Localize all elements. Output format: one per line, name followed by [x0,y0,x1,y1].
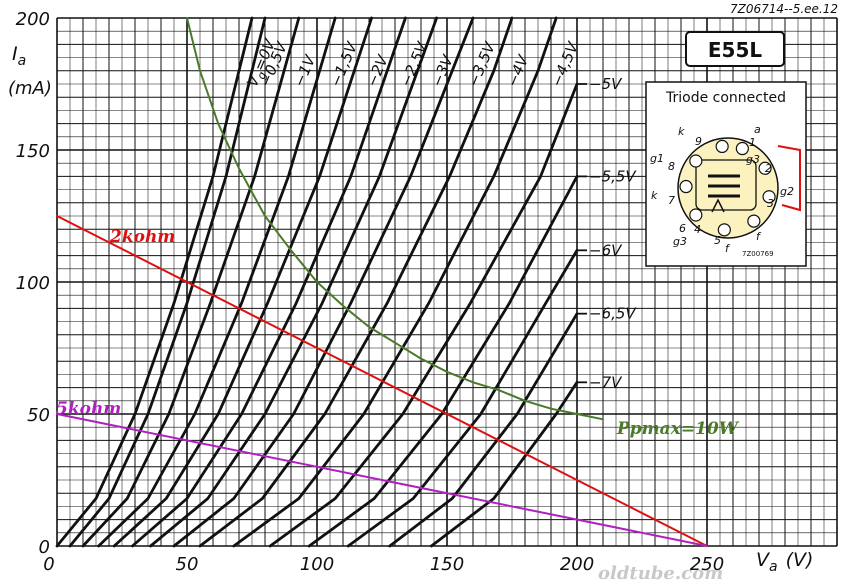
y-axis-label-symbol: I [12,43,18,65]
pin-label: 5 [714,234,721,247]
connection-label: Triode connected [665,90,786,106]
tube-electrodes-icon [708,174,740,198]
grid-voltage-label: −7V [589,373,623,391]
grid-voltage-label: −3,5V [464,38,499,90]
grid-voltage-curve [232,16,558,548]
pin-label: 9 [695,135,702,148]
pin-label: 2 [765,162,772,175]
pin-label: k [678,125,685,138]
tube-name-box: E55L [685,31,785,67]
grid-voltage-curve [198,16,514,548]
x-tick-label: 50 [176,554,199,575]
pin-circle [758,161,772,175]
chart-code: 7Z06714--5.ee.12 [730,2,838,16]
grid-voltage-curve [97,16,337,548]
pin-label: f [756,230,762,243]
pin-label: g3 [673,235,687,248]
grid-voltage-curve [430,380,579,548]
pin-circle [762,190,776,204]
grid-voltage-curve [131,16,407,548]
pin-label: f [725,242,731,255]
pin-label: a [754,123,761,136]
x-tick-label: 200 [560,554,594,575]
pin-circles [679,139,776,237]
grid-voltage-curve [388,312,579,548]
grid-voltage-curve [112,16,373,548]
y-axis-label: Ia (mA) [8,43,52,99]
grid-voltage-label: −6V [589,241,623,259]
y-tick-label: 0 [39,537,50,558]
grid-voltage-curve [55,16,254,548]
x-axis-label-symbol: V [756,549,771,571]
pin-label: g3 [746,153,760,166]
pin-label: 8 [668,160,675,173]
load-line-label-2kohm: 2kohm [109,227,175,247]
pin-label: 1 [749,136,756,149]
pin-circle [689,208,703,222]
vg-subscript: g [254,70,269,82]
grid-voltage-curve [68,16,267,548]
pin-label: g1 [650,152,664,165]
svg-text:Ia: Ia [12,43,26,69]
load-line [56,413,708,547]
x-axis-unit: (V) [786,549,814,571]
x-axis-label: Va (V) [756,549,813,575]
pin-circle [717,223,731,237]
pin-label: 3 [767,197,774,210]
grid-voltage-curve [346,248,579,548]
load-line-label-5kohm: 5kohm [56,399,121,419]
y-tick-label: 100 [16,273,50,294]
x-axis-label-subscript: a [769,559,778,575]
pin-label: 7 [668,194,675,207]
pin-label: 6 [679,222,686,235]
y-tick-label: 50 [27,405,50,426]
x-tick-label: 0 [43,554,54,575]
load-line [56,215,708,547]
pin-circle [735,141,749,156]
y-axis-unit: (mA) [8,78,52,99]
x-tick-label: 250 [690,554,724,575]
grid-voltage-curve [172,16,475,548]
x-tick-label: 100 [300,554,334,575]
y-tick-label: 200 [16,9,50,30]
tube-cathode-icon [711,198,725,213]
grid-voltage-curve [81,16,301,548]
x-tick-label: 150 [430,554,464,575]
pin-circle [689,154,703,168]
grid-voltage-curve [307,175,579,548]
chart-axes: 0 50 100 150 200 250 0 50 100 150 200 [16,9,725,575]
pin-label: g2 [780,185,794,198]
pmax-label: Ppmax=10W [616,419,740,439]
inset-code: 7Z00769 [742,250,774,258]
grid-voltage-curve [149,16,438,548]
grid-voltage-label: −5,5V [589,167,637,185]
pin-circle [679,179,693,194]
grid-voltage-label: −2,5V [397,38,432,90]
svg-text:Va(V): Va (V) [756,549,813,575]
pin-label: 4 [694,223,701,236]
pmax-curve [186,17,604,421]
watermark: oldtube.com [598,563,723,583]
tube-base-circle [677,137,779,239]
pin-circle [747,214,761,228]
grid-voltage-label: −6,5V [589,305,637,323]
pin-circle [715,139,729,154]
triode-strap-wire [777,145,801,212]
grid-voltage-label: −5V [589,75,623,93]
pin-label: k [651,189,658,202]
grid-voltage-curve [268,82,579,548]
tube-electrode-box [695,159,757,211]
tube-name: E55L [708,38,762,62]
y-tick-label: 150 [16,141,50,162]
y-axis-label-subscript: a [18,53,27,69]
